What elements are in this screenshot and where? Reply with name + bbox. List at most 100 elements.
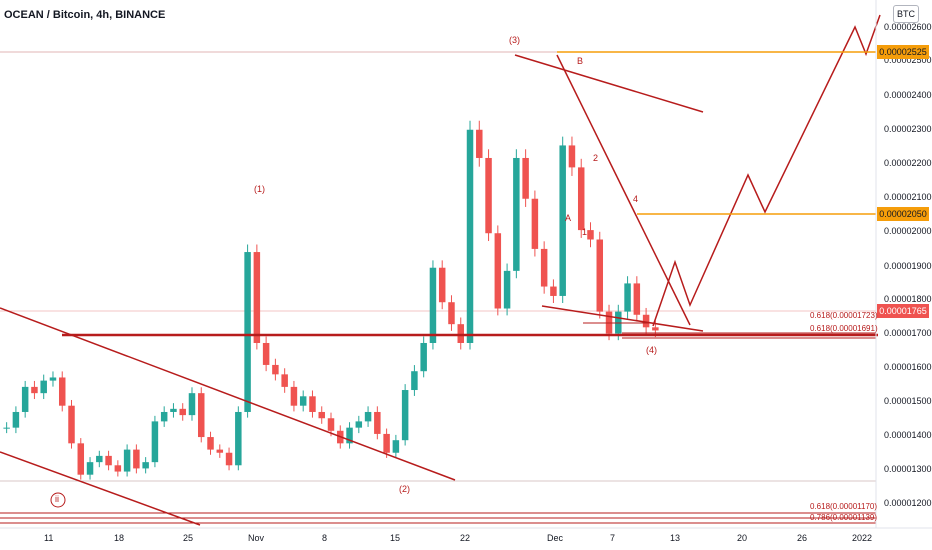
candle-body [522, 157, 529, 199]
candle-body [513, 157, 520, 271]
y-tick: 0.00001200 [884, 498, 932, 508]
wedge-top-line [514, 54, 704, 113]
candle-body [420, 342, 427, 372]
candle-body [401, 390, 409, 441]
candle-body [86, 462, 94, 475]
x-tick: 20 [737, 533, 748, 543]
y-tick: 0.00002100 [884, 192, 932, 202]
candle-body [123, 449, 131, 472]
candle-body [364, 411, 372, 422]
candle-body [559, 145, 566, 296]
candle-body [392, 440, 400, 453]
currency-button[interactable]: BTC [893, 5, 919, 23]
y-tick: 0.00001700 [884, 328, 932, 338]
y-tick: 0.00002500 [884, 55, 932, 65]
y-tick: 0.00001600 [884, 362, 932, 372]
fib-label-0618-c: 0.618(0.00001170) [810, 502, 878, 511]
candle-body [179, 408, 186, 416]
candle-body [114, 465, 122, 472]
candle-body [40, 380, 47, 394]
candle-body [476, 129, 483, 158]
candle-body [272, 364, 279, 375]
candle-body [327, 418, 335, 431]
wave-label-sub-2: 2 [593, 153, 599, 163]
candle-body [596, 239, 604, 312]
fib-label-0786: 0.786(0.00001139) [810, 513, 878, 522]
wave-label-b: B [577, 56, 584, 66]
price-label-last: 0.00001765 [877, 304, 929, 318]
candle-body [68, 405, 75, 444]
y-tick: 0.00002400 [884, 90, 932, 100]
candle-body [383, 433, 390, 453]
x-tick: Dec [547, 533, 564, 543]
y-tick: 0.00002200 [884, 158, 932, 168]
y-tick: 0.00001400 [884, 430, 932, 440]
wave-label-4: (4) [646, 345, 657, 355]
wave-ii-circle [50, 492, 66, 508]
candle-body [652, 327, 659, 331]
candle-body [540, 248, 548, 287]
candle-body [170, 408, 177, 412]
x-tick: 25 [183, 533, 194, 543]
candle-body [448, 302, 455, 325]
candle-body [133, 449, 140, 469]
candle-body [355, 421, 363, 428]
wave-label-1: (1) [254, 184, 265, 194]
y-tick: 0.00001500 [884, 396, 932, 406]
candle-body [429, 267, 437, 343]
candle-body [568, 145, 576, 168]
candle-body [207, 437, 214, 450]
candle-body [290, 386, 298, 406]
x-tick: 26 [797, 533, 808, 543]
candle-body [466, 129, 474, 343]
candle-body [235, 411, 242, 466]
x-tick: 2022 [852, 533, 873, 543]
candle-body [577, 167, 585, 231]
wedge-bottom-line [541, 305, 704, 332]
candle-body [309, 396, 316, 412]
candle-body [142, 462, 149, 469]
x-tick: 7 [610, 533, 616, 543]
y-tick: 0.00001800 [884, 294, 932, 304]
fib-label-0618-a: 0.618(0.00001723) [810, 311, 878, 320]
candle-body [550, 286, 557, 296]
wave-label-ii: ii [55, 494, 59, 504]
chart-title: OCEAN / Bitcoin, 4h, BINANCE [4, 9, 166, 21]
candle-body [531, 198, 539, 249]
candle-body [624, 283, 631, 312]
candle-body [457, 324, 464, 343]
wave-label-a: A [565, 213, 572, 223]
candle-body [77, 443, 85, 475]
candle-body [299, 396, 307, 406]
y-tick: 0.00002300 [884, 124, 932, 134]
y-tick: 0.00001300 [884, 464, 932, 474]
candle-body [642, 314, 650, 328]
y-tick: 0.00001900 [884, 261, 932, 271]
channel-lower-line [0, 451, 201, 526]
wave-label-3: (3) [509, 35, 520, 45]
candle-body [58, 377, 66, 406]
price-label-orange-top: 0.00002525 [877, 45, 929, 59]
candle-body [12, 411, 20, 428]
candle-body [31, 386, 38, 394]
trend-drawings [0, 14, 881, 526]
candle-body [485, 157, 492, 234]
candle-body [503, 270, 511, 309]
candle-body [96, 455, 103, 463]
candle-body [318, 411, 325, 419]
candle-body [346, 427, 353, 444]
candle-body [198, 393, 205, 438]
candle-body [21, 386, 29, 412]
price-label-orange-mid: 0.00002050 [877, 207, 929, 221]
x-tick: 22 [460, 533, 471, 543]
candle-body [225, 452, 233, 466]
candle-body [281, 374, 288, 387]
x-tick: 18 [114, 533, 125, 543]
candle-body [438, 267, 446, 303]
wedge-down-line [556, 54, 691, 326]
x-tick: Nov [248, 533, 265, 543]
candle-body [587, 230, 594, 240]
projection-path [652, 14, 881, 327]
x-tick: 11 [44, 533, 54, 543]
